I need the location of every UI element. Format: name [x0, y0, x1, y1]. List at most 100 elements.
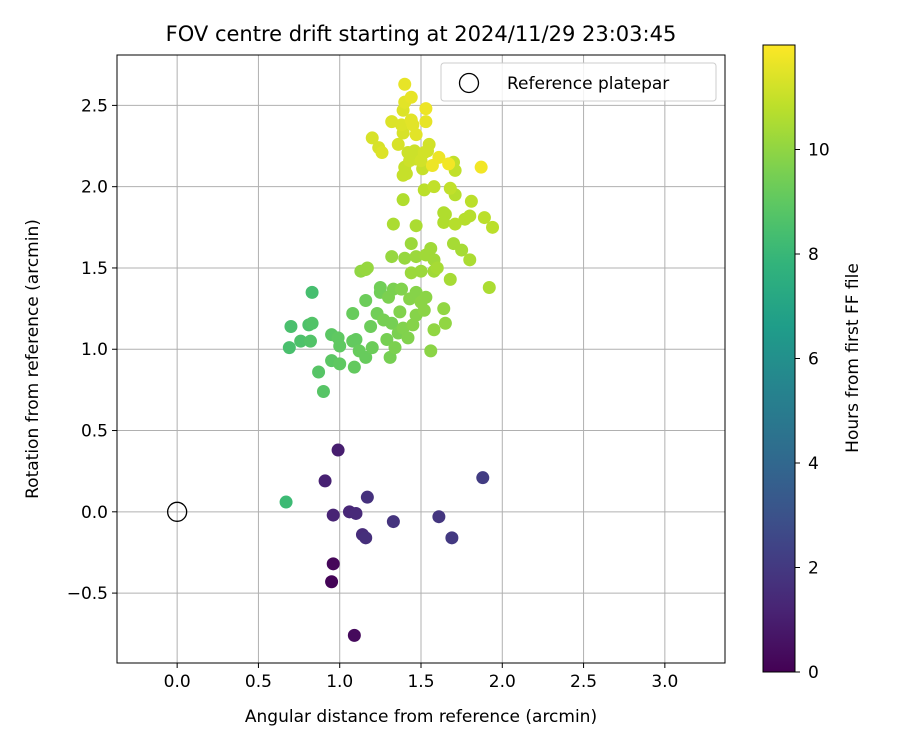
data-point [398, 251, 412, 265]
data-point [443, 272, 457, 286]
chart-title: FOV centre drift starting at 2024/11/29 … [166, 22, 677, 46]
data-point [477, 211, 491, 225]
reference-point-marker [166, 501, 188, 522]
data-point [380, 332, 394, 346]
y-tick-label: 2.5 [81, 96, 108, 116]
data-point [375, 146, 389, 160]
data-point [445, 531, 459, 545]
data-point [424, 344, 438, 358]
data-point [424, 241, 438, 255]
data-point [333, 339, 347, 353]
data-point [347, 360, 361, 374]
x-tick-label: 2.5 [570, 672, 597, 692]
x-axis-ticks: 0.0 0.5 1.0 1.5 2.0 2.5 3.0 [164, 663, 678, 692]
data-point [409, 128, 423, 142]
data-point [404, 90, 418, 104]
data-point [359, 531, 373, 545]
data-point [406, 318, 420, 332]
data-point [401, 331, 415, 345]
data-point [284, 319, 298, 333]
colorbar-ticks: 0 2 4 6 8 10 [795, 141, 830, 683]
data-point [448, 217, 462, 231]
data-point [326, 508, 340, 522]
legend-label: Reference platepar [507, 74, 669, 94]
legend: Reference platepar [440, 62, 717, 102]
data-point [419, 290, 433, 304]
colorbar-tick-label: 0 [808, 663, 819, 683]
data-point [386, 217, 400, 231]
data-point [279, 495, 293, 509]
data-point [385, 250, 399, 264]
colorbar-tick-label: 2 [808, 559, 819, 579]
data-point [409, 250, 423, 264]
data-point [476, 471, 490, 485]
x-tick-label: 3.0 [651, 672, 678, 692]
reference-marker [166, 501, 188, 522]
data-point [409, 285, 423, 299]
data-point [346, 306, 360, 320]
colorbar-gradient [762, 44, 796, 673]
legend-marker-icon [458, 72, 480, 94]
y-tick-label: 1.0 [81, 340, 108, 360]
x-axis-label: Angular distance from reference (arcmin) [245, 707, 597, 727]
data-point [393, 305, 407, 319]
data-point [443, 181, 457, 195]
data-point [333, 357, 347, 371]
data-point [305, 285, 319, 299]
data-point [391, 137, 405, 151]
data-point [396, 193, 410, 207]
data-point [421, 144, 435, 158]
data-point [427, 180, 441, 194]
data-point [419, 115, 433, 129]
data-point [385, 316, 399, 330]
data-point [432, 150, 446, 164]
y-tick-label: −0.5 [67, 584, 108, 604]
data-point [364, 319, 378, 333]
x-tick-label: 2.0 [489, 672, 516, 692]
data-point [365, 131, 379, 145]
data-point [394, 118, 408, 132]
data-point [463, 253, 477, 267]
data-point [404, 237, 418, 251]
data-point [282, 341, 296, 355]
y-tick-label: 0.5 [81, 422, 108, 442]
data-point [455, 243, 469, 257]
x-tick-label: 0.0 [164, 672, 191, 692]
data-point [360, 261, 374, 275]
data-point [463, 209, 477, 223]
data-point [437, 302, 451, 316]
data-point [486, 220, 500, 234]
data-point [312, 365, 326, 379]
data-point [394, 282, 408, 296]
x-tick-label: 1.0 [326, 672, 353, 692]
colorbar-tick-label: 8 [808, 245, 819, 265]
data-point [396, 168, 410, 182]
data-point [386, 515, 400, 529]
data-point [432, 510, 446, 524]
data-point [409, 219, 423, 233]
grid-lines [117, 55, 725, 663]
data-point [427, 323, 441, 337]
colorbar-tick-label: 10 [808, 141, 830, 161]
data-point [316, 385, 330, 399]
y-tick-label: 2.0 [81, 178, 108, 198]
data-point [359, 293, 373, 307]
data-point [419, 102, 433, 116]
legend-box [440, 62, 717, 102]
data-point [305, 316, 319, 330]
data-points [279, 77, 500, 642]
data-point [438, 207, 452, 221]
x-tick-label: 0.5 [245, 672, 272, 692]
data-point [406, 118, 420, 132]
data-point [442, 157, 456, 171]
data-point [396, 321, 410, 335]
data-point [383, 350, 397, 364]
data-point [303, 334, 317, 348]
data-point [325, 575, 339, 589]
data-point [326, 557, 340, 571]
colorbar-tick-label: 4 [808, 454, 819, 474]
data-point [359, 350, 373, 364]
data-point [294, 334, 308, 348]
colorbar-label: Hours from first FF file [843, 263, 863, 453]
